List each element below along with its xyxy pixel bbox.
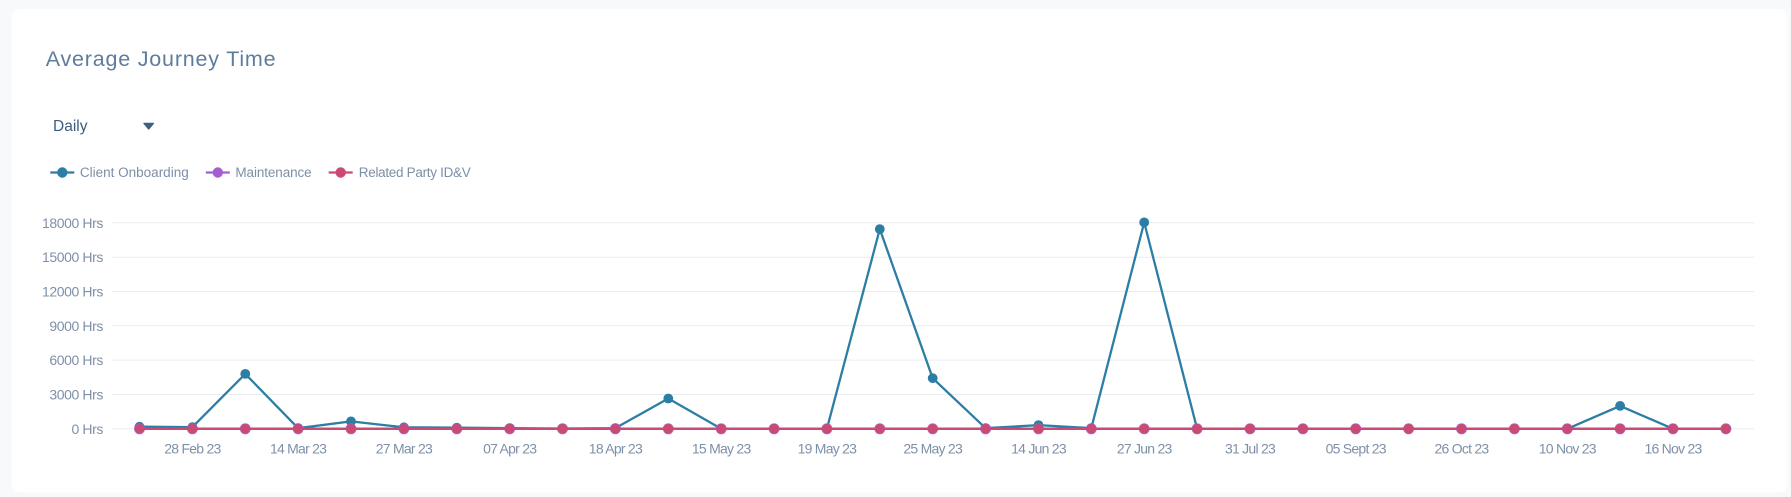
- svg-text:07 Apr 23: 07 Apr 23: [483, 440, 537, 456]
- svg-text:15 May 23: 15 May 23: [692, 440, 752, 456]
- svg-text:Related Party ID&V: Related Party ID&V: [359, 165, 471, 180]
- svg-text:26 Oct 23: 26 Oct 23: [1435, 440, 1490, 456]
- svg-text:10 Nov 23: 10 Nov 23: [1539, 440, 1597, 456]
- svg-text:Average Journey Time: Average Journey Time: [46, 47, 277, 71]
- svg-text:Daily: Daily: [53, 118, 88, 135]
- svg-text:9000 Hrs: 9000 Hrs: [49, 318, 103, 334]
- svg-text:15000 Hrs: 15000 Hrs: [42, 249, 103, 265]
- svg-text:27 Mar 23: 27 Mar 23: [376, 440, 433, 456]
- svg-text:31 Jul 23: 31 Jul 23: [1225, 440, 1276, 456]
- svg-text:25 May 23: 25 May 23: [903, 440, 963, 456]
- svg-text:3000 Hrs: 3000 Hrs: [49, 387, 103, 403]
- svg-text:28 Feb 23: 28 Feb 23: [164, 440, 221, 456]
- svg-text:Maintenance: Maintenance: [235, 165, 311, 180]
- svg-text:Client Onboarding: Client Onboarding: [80, 165, 189, 180]
- svg-text:27 Jun 23: 27 Jun 23: [1117, 440, 1173, 456]
- svg-text:6000 Hrs: 6000 Hrs: [49, 352, 103, 368]
- svg-text:05 Sept 23: 05 Sept 23: [1326, 440, 1387, 456]
- svg-text:18000 Hrs: 18000 Hrs: [42, 215, 103, 231]
- svg-text:14 Mar 23: 14 Mar 23: [270, 440, 327, 456]
- svg-text:14 Jun 23: 14 Jun 23: [1011, 440, 1067, 456]
- svg-text:19 May 23: 19 May 23: [798, 440, 858, 456]
- svg-text:0 Hrs: 0 Hrs: [72, 421, 104, 437]
- svg-text:12000 Hrs: 12000 Hrs: [42, 284, 103, 300]
- svg-text:16 Nov 23: 16 Nov 23: [1644, 440, 1702, 456]
- svg-text:18 Apr 23: 18 Apr 23: [589, 440, 643, 456]
